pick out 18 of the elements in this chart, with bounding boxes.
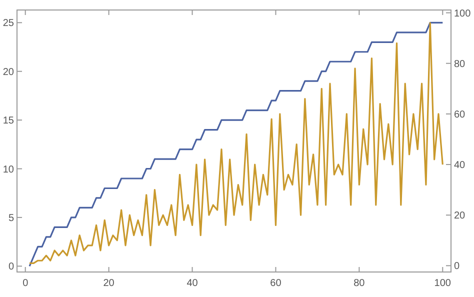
y2-tick-label: 40 — [454, 160, 466, 172]
x-tick-label: 80 — [354, 278, 366, 289]
y2-tick-label: 100 — [454, 8, 472, 20]
x-tick-label: 100 — [434, 278, 452, 289]
y-tick-label: 15 — [2, 116, 14, 127]
x-tick-label: 60 — [270, 278, 282, 289]
x-tick-label: 40 — [186, 278, 198, 289]
y-tick-label: 0 — [8, 262, 14, 273]
y-tick-label: 25 — [2, 18, 14, 30]
y-tick-label: 20 — [2, 66, 14, 78]
y-tick-label: 5 — [8, 212, 14, 224]
x-tick-label: 20 — [103, 278, 115, 289]
y-tick-label: 10 — [2, 164, 14, 176]
y2-tick-label: 60 — [454, 109, 466, 120]
x-tick-label: 0 — [22, 278, 29, 289]
y2-tick-label: 0 — [454, 261, 460, 272]
y2-tick-label: 20 — [454, 210, 466, 222]
y2-tick-label: 80 — [454, 58, 466, 70]
